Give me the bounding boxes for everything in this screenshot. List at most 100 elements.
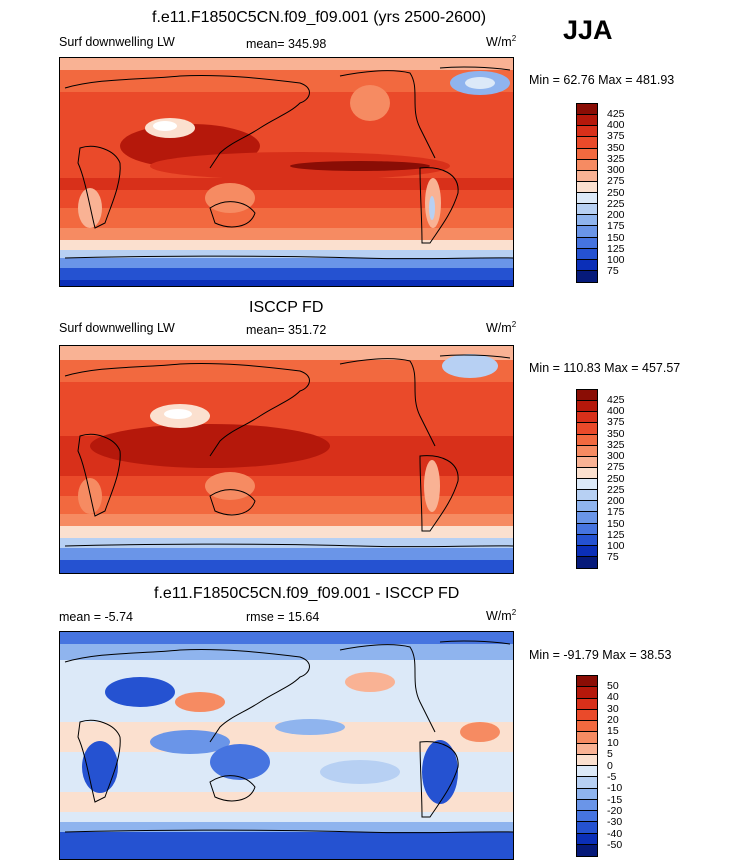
- panel-1-units: W/m2: [486, 34, 517, 50]
- colorbar-swatch: [577, 237, 597, 249]
- panel-2-units: W/m2: [486, 320, 517, 336]
- colorbar-swatch: [577, 545, 597, 557]
- colorbar-swatch: [577, 788, 597, 800]
- colorbar-swatch: [577, 204, 597, 216]
- colorbar-tick-label: 325: [607, 438, 625, 451]
- panel-3-colorbar: [576, 675, 598, 857]
- colorbar-swatch: [577, 159, 597, 171]
- panel-3-units: W/m2: [486, 608, 517, 624]
- colorbar-tick-label: -20: [607, 805, 623, 817]
- colorbar-swatch: [577, 434, 597, 446]
- colorbar-tick-label: 10: [607, 736, 619, 749]
- colorbar-tick-label: 225: [607, 197, 625, 210]
- colorbar-swatch: [577, 833, 597, 845]
- colorbar-swatch: [577, 104, 597, 116]
- colorbar-tick-label: 250: [607, 472, 625, 485]
- colorbar-swatch: [577, 126, 597, 138]
- colorbar-tick-label: 375: [607, 130, 625, 143]
- colorbar-swatch: [577, 822, 597, 834]
- colorbar-tick-label: 150: [607, 231, 625, 244]
- colorbar-tick-label: 75: [607, 265, 619, 278]
- colorbar-swatch: [577, 170, 597, 182]
- panel-2-left-label: Surf downwelling LW: [59, 321, 175, 335]
- colorbar-tick-label: 175: [607, 506, 625, 519]
- colorbar-swatch: [577, 148, 597, 160]
- colorbar-tick-label: 325: [607, 152, 625, 165]
- colorbar-swatch: [577, 423, 597, 435]
- colorbar-swatch: [577, 743, 597, 755]
- colorbar-swatch: [577, 844, 597, 856]
- panel-2-map: [59, 345, 514, 574]
- colorbar-swatch: [577, 721, 597, 733]
- colorbar-tick-label: -50: [607, 839, 623, 852]
- colorbar-tick-label: 40: [607, 691, 619, 704]
- colorbar-tick-label: 125: [607, 528, 625, 541]
- colorbar-swatch: [577, 181, 597, 193]
- panel-3-map: [59, 631, 514, 860]
- colorbar-swatch: [577, 467, 597, 479]
- colorbar-swatch: [577, 193, 597, 205]
- panel-3-title: f.e11.F1850C5CN.f09_f09.001 - ISCCP FD: [154, 585, 460, 602]
- panel-1-left-label: Surf downwelling LW: [59, 35, 175, 49]
- colorbar-swatch: [577, 490, 597, 502]
- colorbar-tick-label: 30: [607, 702, 619, 715]
- colorbar-tick-label: 350: [607, 427, 625, 440]
- panel-1-map: [59, 57, 514, 287]
- colorbar-swatch: [577, 676, 597, 688]
- colorbar-swatch: [577, 523, 597, 535]
- panel-2-mean: mean= 351.72: [246, 323, 327, 337]
- colorbar-swatch: [577, 270, 597, 282]
- panel-2-colorbar: [576, 389, 598, 569]
- colorbar-swatch: [577, 248, 597, 260]
- colorbar-swatch: [577, 709, 597, 721]
- colorbar-tick-label: 5: [607, 748, 613, 761]
- colorbar-swatch: [577, 512, 597, 524]
- panel-2-minmax: Min = 110.83 Max = 457.57: [529, 361, 681, 375]
- colorbar-swatch: [577, 115, 597, 127]
- colorbar-tick-label: 275: [607, 175, 625, 188]
- panel-1-title: f.e11.F1850C5CN.f09_f09.001 (yrs 2500-26…: [152, 9, 487, 26]
- colorbar-tick-label: -10: [607, 782, 623, 795]
- colorbar-tick-label: 200: [607, 495, 625, 507]
- colorbar-swatch: [577, 766, 597, 778]
- colorbar-tick-label: 200: [607, 209, 625, 221]
- colorbar-swatch: [577, 215, 597, 227]
- panel-3-left-label: mean = -5.74: [59, 610, 134, 624]
- colorbar-swatch: [577, 259, 597, 271]
- colorbar-tick-label: 425: [607, 107, 625, 120]
- colorbar-swatch: [577, 501, 597, 513]
- colorbar-swatch: [577, 479, 597, 491]
- colorbar-tick-label: -30: [607, 816, 623, 829]
- isccp-lw-map: [60, 346, 513, 573]
- colorbar-tick-label: 350: [607, 141, 625, 154]
- colorbar-tick-label: 225: [607, 483, 625, 496]
- colorbar-tick-label: 425: [607, 393, 625, 406]
- colorbar-tick-label: 275: [607, 461, 625, 474]
- colorbar-tick-label: 15: [607, 725, 619, 738]
- colorbar-swatch: [577, 732, 597, 744]
- model-lw-map: [60, 58, 513, 286]
- panel-2-title: ISCCP FD: [249, 299, 324, 316]
- colorbar-tick-label: 175: [607, 220, 625, 233]
- panel-3-minmax: Min = -91.79 Max = 38.53: [529, 648, 672, 662]
- colorbar-swatch: [577, 445, 597, 457]
- colorbar-tick-label: -15: [607, 793, 623, 806]
- colorbar-swatch: [577, 390, 597, 402]
- colorbar-swatch: [577, 777, 597, 789]
- colorbar-swatch: [577, 698, 597, 710]
- colorbar-swatch: [577, 412, 597, 424]
- panel-1-colorbar: [576, 103, 598, 283]
- colorbar-tick-label: 250: [607, 186, 625, 199]
- panel-3-rmse: rmse = 15.64: [246, 610, 320, 624]
- colorbar-tick-label: 150: [607, 517, 625, 530]
- season-label: JJA: [563, 15, 613, 45]
- colorbar-tick-label: 400: [607, 119, 625, 131]
- colorbar-swatch: [577, 754, 597, 766]
- colorbar-swatch: [577, 687, 597, 699]
- colorbar-swatch: [577, 811, 597, 823]
- colorbar-tick-label: 100: [607, 254, 625, 266]
- colorbar-swatch: [577, 799, 597, 811]
- colorbar-tick-label: 50: [607, 679, 619, 692]
- colorbar-swatch: [577, 137, 597, 149]
- difference-map: [60, 632, 513, 859]
